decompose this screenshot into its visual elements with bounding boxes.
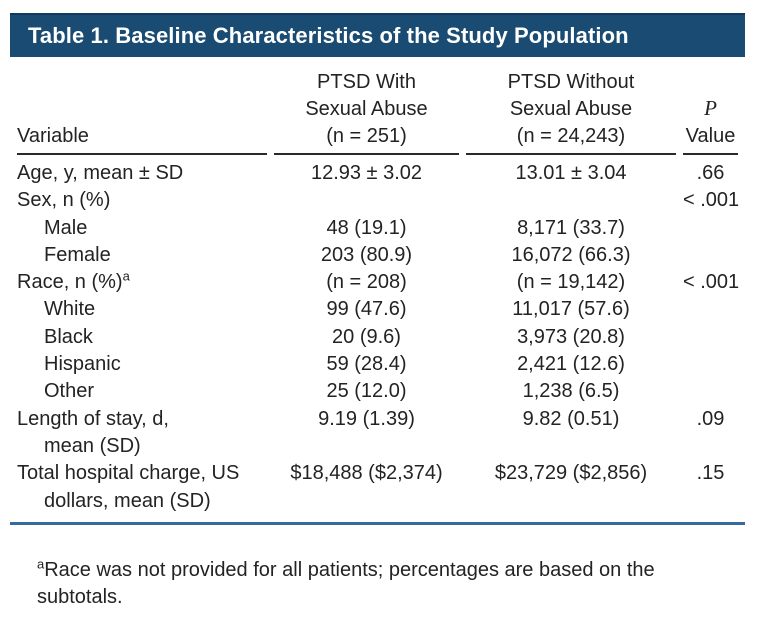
row-label: Male: [44, 216, 88, 239]
row-value-with-abuse: 20 (9.6): [332, 325, 401, 348]
row-value-with-abuse: (n = 208): [326, 271, 407, 294]
row-p-value: [683, 242, 738, 269]
row-p-value: [683, 215, 738, 242]
header-p-value: P Value: [683, 61, 738, 155]
row-p-value: [683, 351, 738, 378]
row-p-value: [683, 378, 738, 405]
footnote-race: aRace was not provided for all patients;…: [15, 531, 745, 611]
table-row: Female 203 (80.9) 16,072 (66.3): [17, 242, 738, 269]
footnote-marker: a: [37, 556, 45, 572]
row-value-without-abuse: 11,017 (57.6): [512, 298, 630, 321]
table-row: Length of stay, d, mean (SD) 9.19 (1.39)…: [17, 406, 738, 461]
p-symbol: P: [704, 96, 717, 120]
footnote-divider-rule: [10, 521, 745, 525]
row-p-value: .09: [696, 407, 725, 430]
row-p-value: [683, 296, 738, 323]
row-p-value: < .001: [683, 271, 740, 294]
row-p-value: .15: [696, 462, 725, 485]
row-label: Length of stay, d, mean (SD): [17, 407, 169, 457]
table-row: Age, y, mean ± SD 12.93 ± 3.02 13.01 ± 3…: [17, 155, 738, 187]
row-value-without-abuse: [466, 187, 676, 214]
row-value-with-abuse: 25 (12.0): [326, 380, 407, 403]
header-ptsd-without-abuse: PTSD Without Sexual Abuse (n = 24,243): [466, 61, 676, 155]
row-value-with-abuse: 48 (19.1): [326, 216, 407, 239]
footnotes: aRace was not provided for all patients;…: [10, 525, 745, 626]
header-row: Variable PTSD With Sexual Abuse (n = 251…: [17, 61, 738, 155]
p-value-word: Value: [685, 125, 736, 147]
row-label: Age, y, mean ± SD: [17, 162, 184, 184]
row-value-with-abuse: $18,488 ($2,374): [290, 462, 443, 485]
header-ptsd-with-abuse: PTSD With Sexual Abuse (n = 251): [274, 61, 459, 155]
table-row: Black 20 (9.6) 3,973 (20.8): [17, 324, 738, 351]
row-label: Black: [44, 325, 93, 348]
row-label: Sex, n (%): [17, 189, 111, 212]
row-label: Other: [44, 380, 95, 403]
row-value-with-abuse: 59 (28.4): [326, 353, 407, 376]
row-value-with-abuse: 9.19 (1.39): [318, 407, 415, 430]
table-body: Age, y, mean ± SD 12.93 ± 3.02 13.01 ± 3…: [17, 155, 740, 515]
row-value-with-abuse: 12.93 ± 3.02: [310, 162, 423, 184]
row-value-without-abuse: 2,421 (12.6): [517, 353, 625, 376]
row-p-value: .66: [696, 162, 725, 184]
row-label: Hispanic: [44, 353, 121, 376]
row-value-without-abuse: $23,729 ($2,856): [494, 462, 648, 485]
table-row: Male 48 (19.1) 8,171 (33.7): [17, 215, 738, 242]
row-value-without-abuse: 1,238 (6.5): [522, 380, 620, 403]
row-value-without-abuse: 16,072 (66.3): [511, 243, 631, 266]
row-value-with-abuse: 99 (47.6): [326, 298, 407, 321]
row-value-with-abuse: [274, 187, 459, 214]
table-row: Race, n (%)a (n = 208) (n = 19,142) < .0…: [17, 268, 740, 296]
row-p-value: [683, 324, 738, 351]
row-value-with-abuse: 203 (80.9): [320, 243, 413, 266]
row-label: Total hospital charge, US dollars, mean …: [17, 462, 240, 512]
header-variable: Variable: [17, 61, 267, 155]
footnote-text: Race was not provided for all patients; …: [37, 559, 655, 608]
table-row: White 99 (47.6) 11,017 (57.6): [17, 296, 738, 323]
footnote-abbreviation: Abbreviation: PTSD = posttraumatic stres…: [15, 610, 745, 626]
row-label: Female: [44, 243, 111, 266]
table-row: Other 25 (12.0) 1,238 (6.5): [17, 378, 738, 405]
row-label: Race, n (%)a: [17, 268, 130, 294]
row-value-without-abuse: 8,171 (33.7): [517, 216, 625, 239]
row-value-without-abuse: 9.82 (0.51): [522, 407, 620, 430]
table-row: Hispanic 59 (28.4) 2,421 (12.6): [17, 351, 738, 378]
table-title-bar: Table 1. Baseline Characteristics of the…: [10, 13, 745, 57]
table-row: Total hospital charge, US dollars, mean …: [17, 460, 738, 515]
baseline-characteristics-table: Variable PTSD With Sexual Abuse (n = 251…: [10, 61, 745, 515]
row-value-without-abuse: 3,973 (20.8): [517, 325, 625, 348]
row-value-without-abuse: 13.01 ± 3.04: [515, 162, 627, 184]
table-header: Variable PTSD With Sexual Abuse (n = 251…: [17, 61, 738, 155]
row-label: White: [44, 298, 96, 321]
row-p-value: < .001: [683, 189, 740, 212]
row-value-without-abuse: (n = 19,142): [516, 271, 626, 294]
table-title: Table 1. Baseline Characteristics of the…: [28, 23, 629, 48]
table-figure: Table 1. Baseline Characteristics of the…: [10, 13, 745, 626]
table-row: Sex, n (%) < .001: [17, 187, 740, 214]
